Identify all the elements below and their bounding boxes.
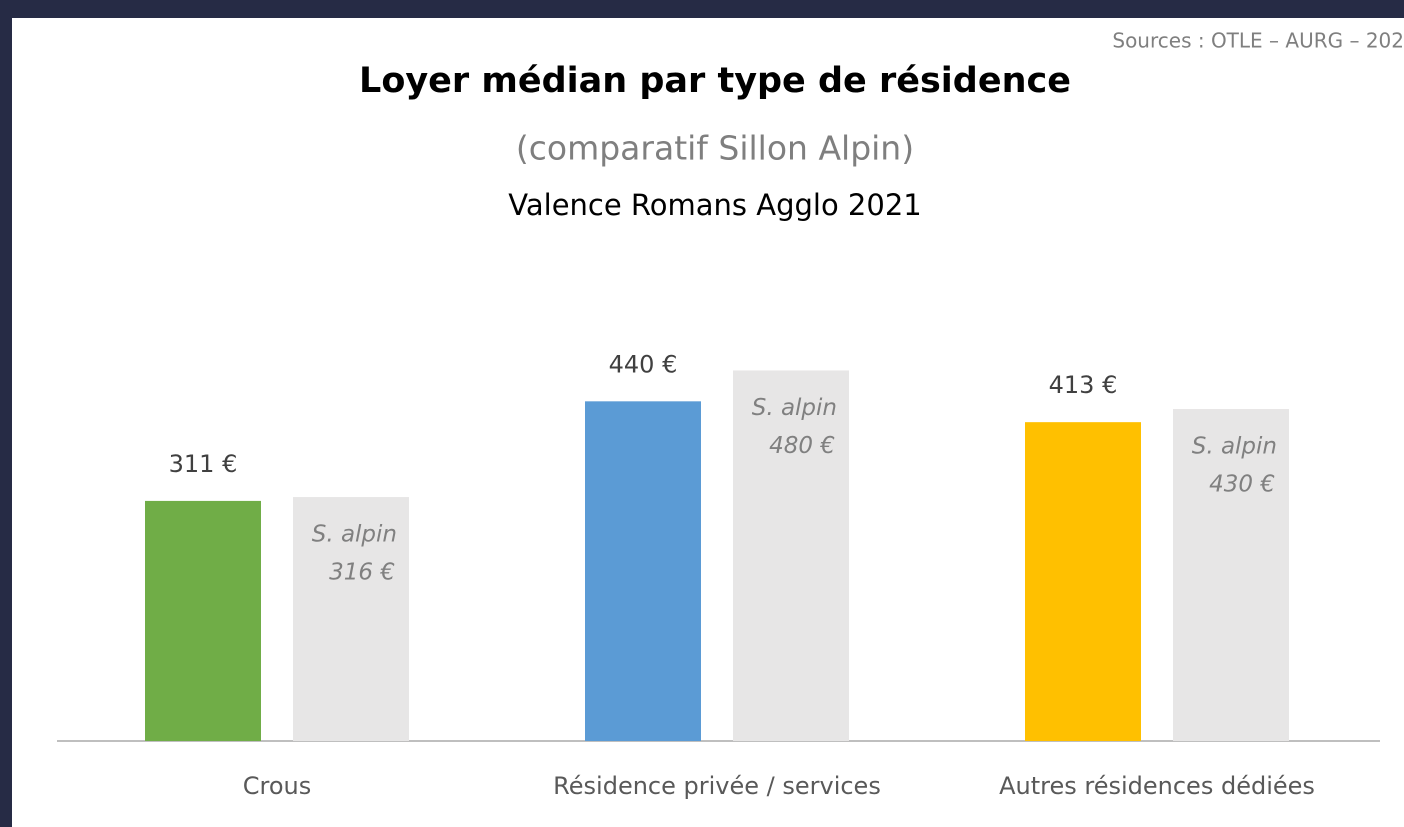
data-label: S. alpin bbox=[312, 522, 397, 548]
bar bbox=[585, 401, 701, 741]
bar bbox=[293, 497, 409, 741]
x-tick-label: Autres résidences dédiées bbox=[999, 772, 1315, 800]
data-label: 413 € bbox=[1049, 371, 1118, 399]
bar bbox=[145, 500, 261, 741]
data-label: 440 € bbox=[609, 350, 678, 378]
data-label: 480 € bbox=[769, 433, 835, 459]
data-label: 430 € bbox=[1209, 472, 1275, 498]
chart-title: Loyer médian par type de résidence bbox=[359, 61, 1071, 101]
data-label: S. alpin bbox=[752, 395, 837, 421]
chart-subtitle: (comparatif Sillon Alpin) bbox=[516, 129, 914, 168]
bar bbox=[1025, 422, 1141, 741]
source: Sources : OTLE – AURG – 202 bbox=[1112, 29, 1404, 53]
chart-subtitle: Valence Romans Agglo 2021 bbox=[508, 188, 921, 222]
bar bbox=[1173, 409, 1289, 741]
x-tick-label: Crous bbox=[243, 772, 312, 800]
x-tick-label: Résidence privée / services bbox=[553, 772, 881, 800]
data-label: S. alpin bbox=[1192, 434, 1277, 460]
data-label: 316 € bbox=[329, 560, 395, 586]
bar bbox=[733, 370, 849, 741]
data-label: 311 € bbox=[169, 450, 238, 478]
